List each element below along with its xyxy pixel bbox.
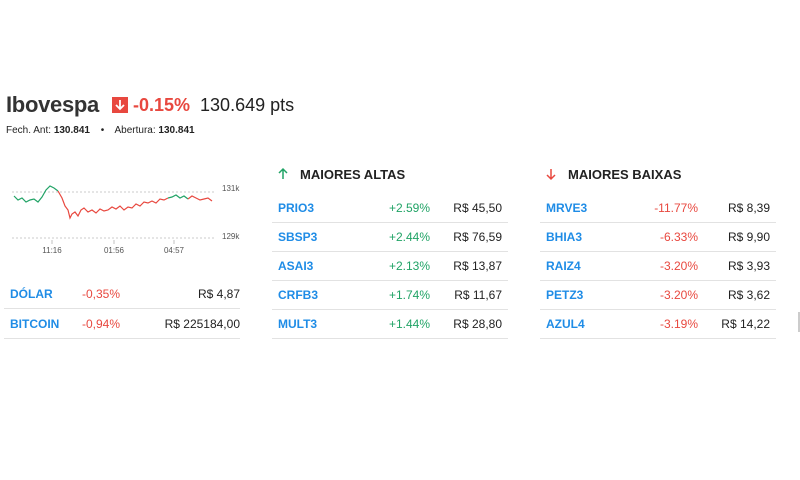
stock-change: +2.59% — [388, 201, 430, 215]
x-tick-3: 04:57 — [164, 246, 185, 255]
stock-symbol[interactable]: BHIA3 — [546, 230, 583, 244]
loser-row[interactable]: MRVE3 -11.77% R$ 8,39 — [540, 194, 776, 223]
top-losers-panel: MAIORES BAIXAS MRVE3 -11.77% R$ 8,39 BHI… — [540, 163, 776, 339]
x-tick-2: 01:56 — [104, 246, 125, 255]
stock-symbol[interactable]: PETZ3 — [546, 288, 584, 302]
stock-price: R$ 13,87 — [453, 259, 502, 273]
stock-price: R$ 45,50 — [453, 201, 502, 215]
stock-price: R$ 9,90 — [727, 230, 770, 244]
stock-change: -3.20% — [659, 288, 698, 302]
index-points: 130.649 pts — [200, 94, 295, 115]
currency-price: R$ 225184,00 — [164, 316, 240, 331]
stock-price: R$ 3,62 — [727, 288, 770, 302]
chart-line-red-2 — [187, 195, 213, 202]
currency-price: R$ 4,87 — [197, 286, 240, 301]
stock-change: -11.77% — [654, 201, 698, 215]
currency-table: DÓLAR -0,35% R$ 4,87 BITCOIN -0,94% R$ 2… — [4, 279, 240, 339]
intraday-chart[interactable]: 131k 129k 11:16 01:56 04:57 — [4, 176, 244, 262]
separator-dot: • — [100, 125, 105, 136]
gainer-row[interactable]: SBSP3 +2.44% R$ 76,59 — [272, 223, 508, 252]
gainer-row[interactable]: PRIO3 +2.59% R$ 45,50 — [272, 194, 508, 223]
stock-symbol[interactable]: SBSP3 — [278, 230, 318, 244]
stock-price: R$ 3,93 — [727, 259, 770, 273]
chart-line-green — [13, 185, 59, 203]
stock-price: R$ 11,67 — [454, 288, 502, 302]
gainer-row[interactable]: MULT3 +1.44% R$ 28,80 — [272, 310, 508, 339]
top-losers-title: MAIORES BAIXAS — [568, 166, 682, 182]
y-tick-129k: 129k — [222, 232, 240, 241]
top-losers-header: MAIORES BAIXAS — [540, 163, 776, 185]
currency-symbol[interactable]: DÓLAR — [10, 286, 53, 301]
gainer-row[interactable]: ASAI3 +2.13% R$ 13,87 — [272, 252, 508, 281]
loser-row[interactable]: PETZ3 -3.20% R$ 3,62 — [540, 281, 776, 310]
arrow-down-icon — [546, 169, 556, 181]
currency-change: -0,35% — [82, 286, 121, 301]
arrow-down-icon — [111, 97, 128, 113]
open-value: 130.841 — [158, 125, 195, 136]
x-tick-1: 11:16 — [42, 246, 62, 255]
stock-symbol[interactable]: PRIO3 — [278, 201, 315, 215]
stock-change: +2.13% — [388, 259, 430, 273]
stock-change: +1.44% — [388, 317, 430, 331]
edge-divider — [798, 312, 800, 332]
top-gainers-panel: MAIORES ALTAS PRIO3 +2.59% R$ 45,50 SBSP… — [272, 163, 508, 339]
chart-line-green-2 — [167, 194, 189, 200]
gainer-row[interactable]: CRFB3 +1.74% R$ 11,67 — [272, 281, 508, 310]
index-details: Fech. Ant: 130.841 • Abertura: 130.841 — [6, 125, 294, 136]
prev-close-label: Fech. Ant: — [6, 125, 52, 136]
currency-row-dolar[interactable]: DÓLAR -0,35% R$ 4,87 — [4, 279, 240, 309]
stock-change: -6.33% — [659, 230, 698, 244]
stock-price: R$ 14,22 — [721, 317, 770, 331]
arrow-up-icon — [278, 167, 288, 179]
stock-symbol[interactable]: MULT3 — [278, 317, 318, 331]
stock-change: +2.44% — [388, 230, 430, 244]
top-gainers-header: MAIORES ALTAS — [272, 163, 508, 185]
stock-symbol[interactable]: MRVE3 — [546, 201, 588, 215]
stock-symbol[interactable]: CRFB3 — [278, 288, 319, 302]
index-header: Ibovespa -0.15% 130.649 pts Fech. Ant: 1… — [6, 92, 294, 136]
y-tick-131k: 131k — [222, 184, 240, 193]
loser-row[interactable]: AZUL4 -3.19% R$ 14,22 — [540, 310, 776, 339]
stock-symbol[interactable]: ASAI3 — [278, 259, 314, 273]
prev-close-value: 130.841 — [53, 125, 90, 136]
open-label: Abertura: — [114, 125, 156, 136]
stock-symbol[interactable]: AZUL4 — [546, 317, 585, 331]
stock-symbol[interactable]: RAIZ4 — [546, 259, 581, 273]
stock-price: R$ 28,80 — [453, 317, 502, 331]
stock-change: -3.20% — [659, 259, 698, 273]
index-change: -0.15% — [132, 94, 191, 115]
currency-symbol[interactable]: BITCOIN — [10, 316, 60, 331]
stock-price: R$ 8,39 — [727, 201, 770, 215]
index-title-row: Ibovespa -0.15% 130.649 pts — [6, 92, 294, 118]
index-name[interactable]: Ibovespa — [6, 92, 99, 117]
top-gainers-title: MAIORES ALTAS — [300, 166, 406, 182]
currency-change: -0,94% — [82, 316, 121, 331]
loser-row[interactable]: BHIA3 -6.33% R$ 9,90 — [540, 223, 776, 252]
stock-change: -3.19% — [659, 317, 698, 331]
loser-row[interactable]: RAIZ4 -3.20% R$ 3,93 — [540, 252, 776, 281]
stock-change: +1.74% — [388, 288, 430, 302]
stock-price: R$ 76,59 — [453, 230, 502, 244]
chart-line-red — [57, 190, 169, 220]
currency-row-bitcoin[interactable]: BITCOIN -0,94% R$ 225184,00 — [4, 309, 240, 339]
